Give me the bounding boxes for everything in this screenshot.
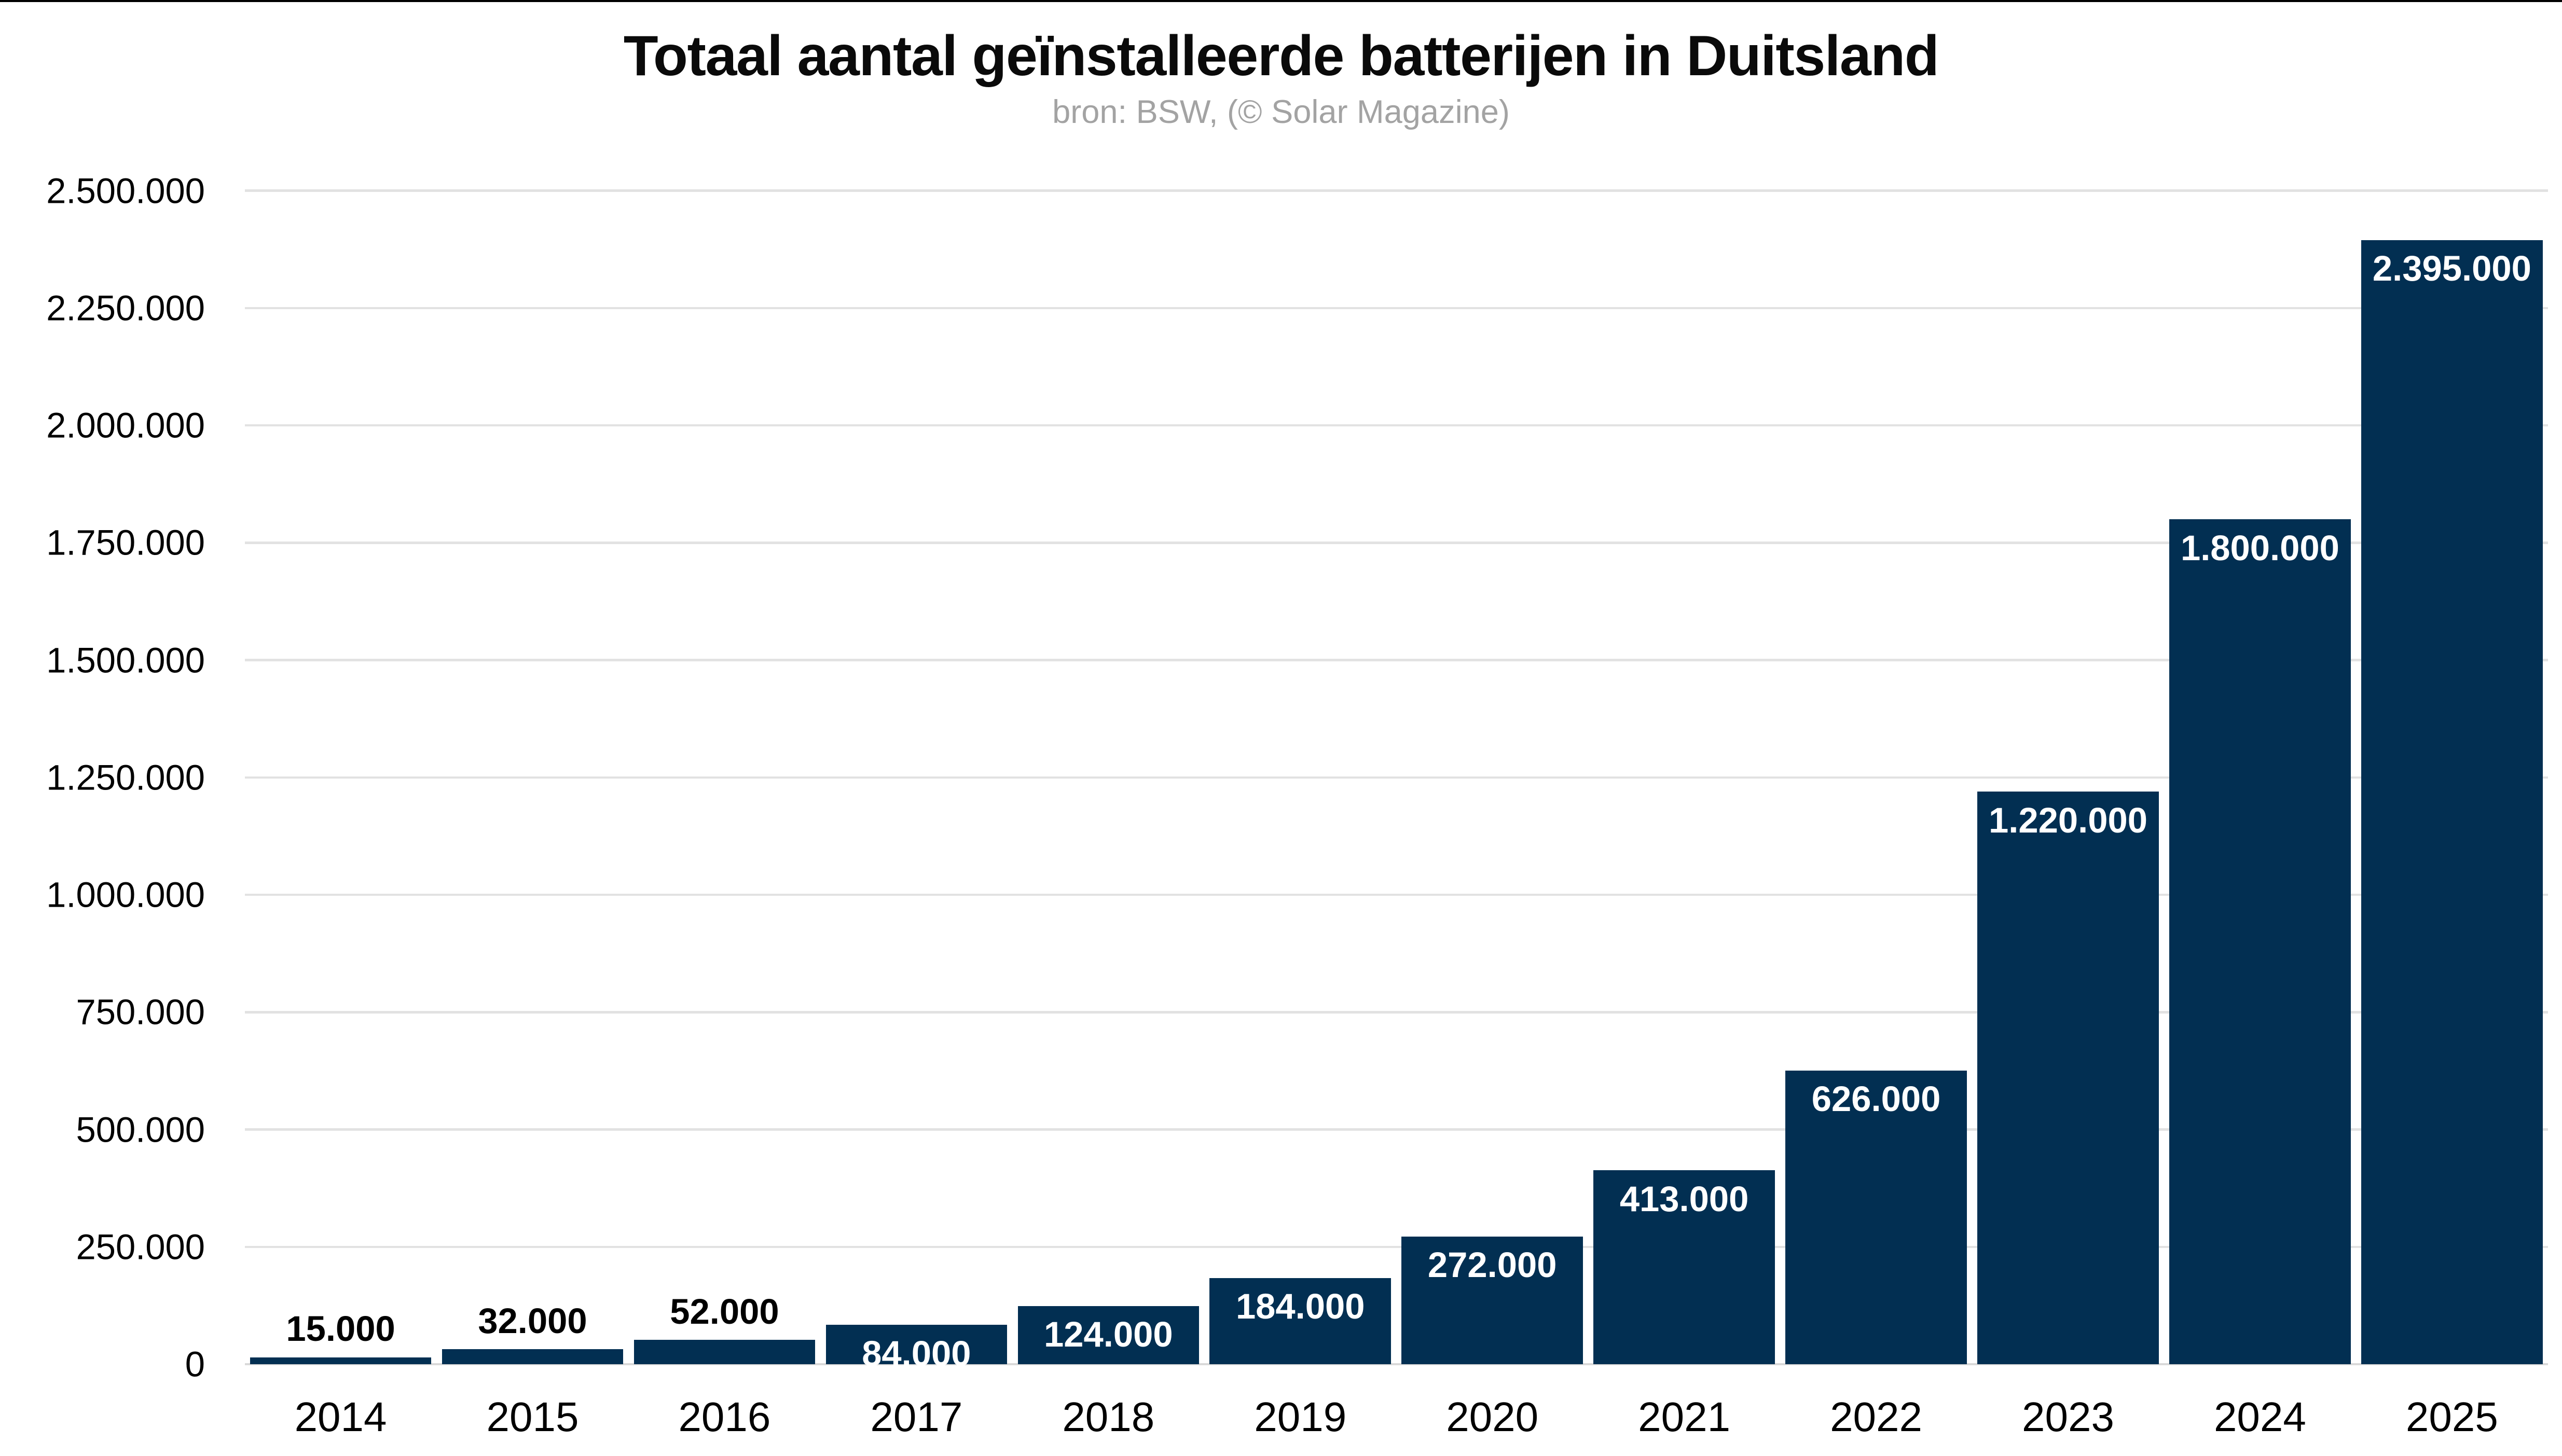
gridline-1.000.000	[244, 893, 2548, 896]
x-axis-year-label-2014: 2014	[294, 1394, 387, 1440]
bar-2022: 626.000	[1785, 1070, 1967, 1365]
x-axis-year-label-2015: 2015	[486, 1394, 579, 1440]
x-axis-year-label-2021: 2021	[1638, 1394, 1731, 1440]
bar-series: 15.000 2014 32.000 2015 52.000 2016 84.000 2017…	[245, 191, 2548, 1440]
x-axis-year-label-2024: 2024	[2213, 1394, 2306, 1440]
bar-2021: 413.000	[1593, 1170, 1775, 1365]
gridline-500.000	[244, 1128, 2548, 1131]
y-axis-tick-label: 250.000	[76, 1227, 205, 1267]
x-axis-year-label-2020: 2020	[1446, 1394, 1539, 1440]
bar-value-label-2019: 184.000	[1235, 1286, 1365, 1327]
bar-2014: 15.000	[250, 1309, 432, 1365]
bar-value-label-2024: 1.800.000	[2180, 528, 2339, 568]
bar-slot-2024: 1.800.000 2024	[2164, 191, 2356, 1440]
x-axis-year-label-2016: 2016	[678, 1394, 771, 1440]
y-axis-tick-label: 2.250.000	[46, 288, 205, 328]
y-axis-tick-label: 2.000.000	[46, 405, 205, 446]
bar-slot-2018: 124.000 2018	[1012, 191, 1204, 1440]
bar-2017: 84.000	[825, 1325, 1008, 1374]
plot-area: 15.000 2014 32.000 2015 52.000 2016 84.000 2017…	[244, 189, 2548, 1440]
gridline-0	[244, 1363, 2548, 1366]
x-axis-year-label-2025: 2025	[2405, 1394, 2498, 1440]
y-axis-tick-label: 1.250.000	[46, 757, 205, 798]
bar-2018: 124.000	[1017, 1306, 1200, 1365]
top-border	[0, 0, 2562, 3]
y-axis: 0 250.000 500.000 750.000 1.000.000 1.250.000…	[0, 171, 205, 1384]
gridline-1.250.000	[244, 776, 2548, 779]
bar-2025: 2.395.000	[2361, 240, 2543, 1365]
bar-2024: 1.800.000	[2169, 519, 2351, 1365]
bar-slot-2025: 2.395.000 2025	[2356, 191, 2548, 1440]
x-axis-year-label-2018: 2018	[1062, 1394, 1155, 1440]
bar-value-label-2015: 32.000	[478, 1300, 587, 1341]
bar-slot-2021: 413.000 2021	[1588, 191, 1780, 1440]
bar-2019: 184.000	[1209, 1278, 1392, 1365]
bar-slot-2014: 15.000 2014	[245, 191, 437, 1440]
x-axis-year-label-2023: 2023	[2022, 1394, 2114, 1440]
bar-2016: 52.000	[633, 1292, 816, 1365]
gridline-750.000	[244, 1011, 2548, 1014]
gridline-1.500.000	[244, 659, 2548, 661]
gridline-2.500.000	[244, 189, 2548, 192]
gridline-250.000	[244, 1245, 2548, 1249]
bar-value-label-2021: 413.000	[1619, 1178, 1749, 1219]
y-axis-tick-label: 500.000	[76, 1110, 205, 1150]
y-axis-tick-label: 2.500.000	[46, 171, 205, 211]
bar-value-label-2017: 84.000	[862, 1333, 971, 1374]
bar-2020: 272.000	[1401, 1237, 1583, 1365]
bar-value-label-2025: 2.395.000	[2372, 248, 2531, 289]
bar-slot-2015: 32.000 2015	[437, 191, 629, 1440]
y-axis-tick-label: 1.000.000	[46, 875, 205, 915]
bar-value-label-2022: 626.000	[1811, 1079, 1941, 1119]
y-axis-tick-label: 750.000	[76, 992, 205, 1032]
x-axis-year-label-2017: 2017	[870, 1394, 963, 1440]
y-axis-tick-label: 0	[185, 1344, 205, 1384]
chart-subtitle: bron: BSW, (© Solar Magazine)	[1052, 93, 1510, 130]
bar-2023: 1.220.000	[1977, 792, 2159, 1365]
bar-value-label-2016: 52.000	[670, 1291, 779, 1332]
bar-slot-2020: 272.000 2020	[1396, 191, 1588, 1440]
bar-slot-2017: 84.000 2017	[820, 191, 1012, 1440]
bar-value-label-2018: 124.000	[1044, 1314, 1173, 1355]
x-axis-year-label-2019: 2019	[1254, 1394, 1347, 1440]
bar-slot-2022: 626.000 2022	[1780, 191, 1972, 1440]
gridline-2.000.000	[244, 424, 2548, 427]
bar-value-label-2023: 1.220.000	[1989, 800, 2147, 840]
bar-slot-2016: 52.000 2016	[628, 191, 820, 1440]
gridline-2.250.000	[244, 307, 2548, 310]
bar-slot-2023: 1.220.000 2023	[1972, 191, 2164, 1440]
gridline-1.750.000	[244, 542, 2548, 544]
bar-2015: 32.000	[442, 1301, 624, 1365]
bar-value-label-2014: 15.000	[286, 1309, 395, 1349]
y-axis-tick-label: 1.500.000	[46, 640, 205, 681]
bar-slot-2019: 184.000 2019	[1204, 191, 1396, 1440]
chart-title: Totaal aantal geïnstalleerde batterijen …	[623, 24, 1939, 88]
x-axis-year-label-2022: 2022	[1830, 1394, 1923, 1440]
bar-value-label-2020: 272.000	[1427, 1245, 1557, 1285]
y-axis-tick-label: 1.750.000	[46, 522, 205, 563]
